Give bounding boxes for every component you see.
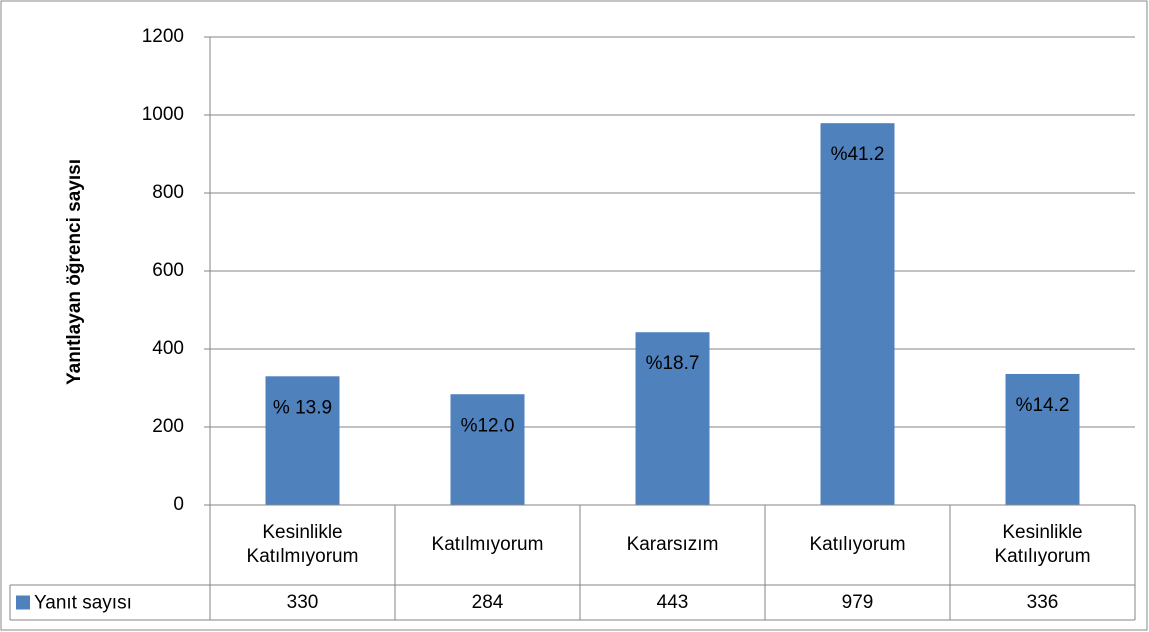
bar-annotation: %12.0 bbox=[461, 415, 515, 436]
y-tick-label: 200 bbox=[152, 416, 184, 437]
y-tick-label: 1200 bbox=[142, 26, 184, 47]
category-label: Katılıyorum bbox=[809, 534, 906, 555]
table-value: 443 bbox=[656, 591, 689, 613]
legend-swatch bbox=[16, 595, 30, 610]
category-label: Kararsızım bbox=[626, 534, 719, 555]
category-label: Kesinlikle Katılıyorum bbox=[994, 522, 1091, 567]
y-tick-label: 400 bbox=[152, 338, 184, 359]
y-axis-title: Yanıtlayan öğrenci sayısı bbox=[64, 159, 85, 385]
category-label: Kesinlikle Katılmıyorum bbox=[246, 522, 359, 567]
y-tick-label: 800 bbox=[152, 182, 184, 203]
bar-annotation: %14.2 bbox=[1016, 395, 1070, 416]
bar-annotation: %41.2 bbox=[831, 144, 885, 165]
bar bbox=[1005, 373, 1080, 505]
category-label: Katılmıyorum bbox=[431, 534, 544, 555]
bar bbox=[820, 123, 895, 505]
legend-label: Yanıt sayısı bbox=[34, 593, 132, 614]
table-value: 979 bbox=[841, 591, 874, 613]
bar bbox=[450, 394, 525, 505]
table-value: 336 bbox=[1026, 591, 1059, 613]
bar-annotation: % 13.9 bbox=[273, 397, 332, 418]
table-value: 284 bbox=[471, 591, 504, 613]
y-tick-label: 1000 bbox=[142, 104, 184, 125]
table-value: 330 bbox=[286, 591, 319, 613]
bar bbox=[635, 332, 710, 505]
y-tick-label: 600 bbox=[152, 260, 184, 281]
bar-annotation: %18.7 bbox=[646, 353, 700, 374]
bar bbox=[265, 376, 340, 505]
y-tick-label: 0 bbox=[173, 494, 184, 515]
